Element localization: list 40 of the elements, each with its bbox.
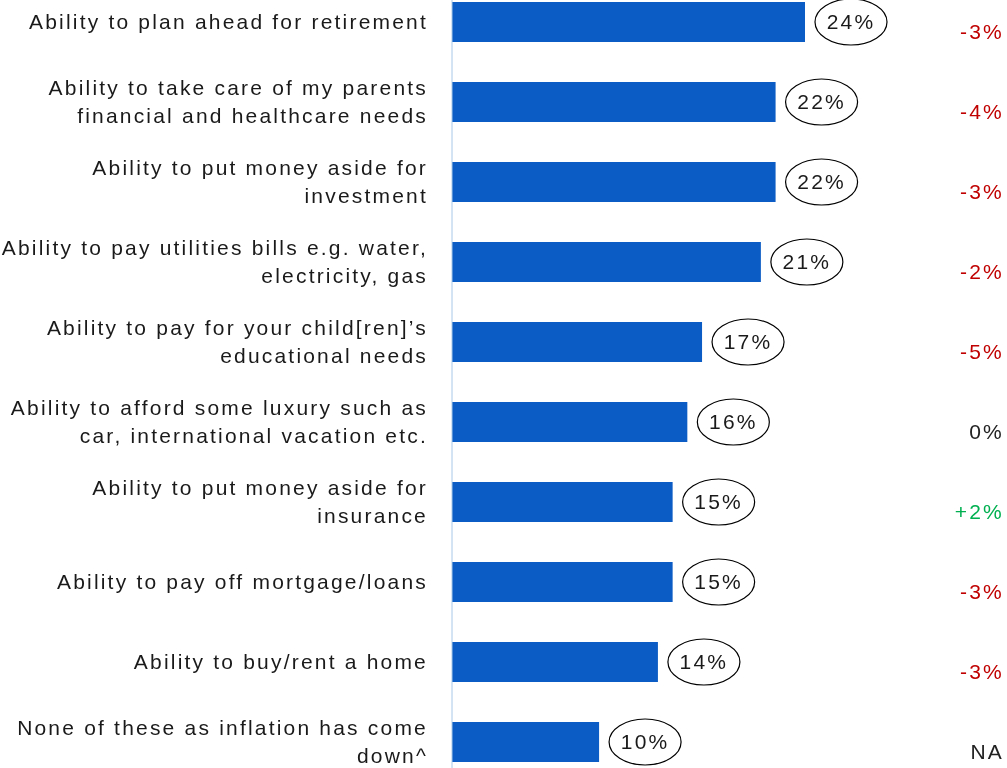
bar: [452, 402, 688, 442]
y-tick-label: Ability to afford some luxury such as car, international vacation etc.: [10, 396, 428, 448]
text: +2%: [954, 500, 1004, 524]
text: -4%: [960, 100, 1004, 124]
bar: [452, 82, 776, 122]
data-label: 15%: [694, 490, 743, 514]
data-label: 22%: [797, 170, 846, 194]
y-tick-label: Ability to put money aside for insurance: [92, 476, 428, 528]
data-label: 24%: [826, 10, 876, 34]
y-tick-label: Ability to put money aside for investment: [92, 156, 428, 208]
y-tick-label: Ability to pay off mortgage/loans: [56, 570, 428, 594]
bar: [452, 322, 703, 362]
y-tick-label: Ability to take care of my parents financial and healthcare needs: [48, 76, 428, 128]
text: -3%: [960, 20, 1004, 44]
bar: [452, 2, 805, 42]
bar: [452, 482, 673, 522]
bar: [452, 722, 600, 762]
text: -3%: [960, 580, 1004, 604]
bar: [452, 162, 776, 202]
y-tick-label: Ability to pay for your child[ren]’s educational needs: [46, 316, 428, 368]
bar: [452, 642, 658, 682]
bar: [452, 242, 761, 282]
text: -3%: [960, 660, 1004, 684]
y-tick-label: None of these as inflation has come down^: [17, 716, 428, 768]
data-label: 14%: [679, 650, 729, 674]
data-label: 10%: [620, 730, 670, 754]
text: -2%: [960, 260, 1004, 284]
bar: [452, 562, 673, 602]
data-label: 22%: [797, 90, 846, 114]
text: NA: [970, 740, 1004, 764]
y-tick-label: Ability to pay utilities bills e.g. water, electricity, gas: [1, 236, 428, 288]
y-tick-label: Ability to buy/rent a home: [133, 650, 428, 674]
text: -3%: [960, 180, 1004, 204]
y-tick-label: Ability to plan ahead for retirement: [28, 10, 428, 34]
text: -5%: [960, 340, 1004, 364]
data-label: 15%: [694, 570, 743, 594]
data-label: 17%: [723, 330, 773, 354]
data-label: 16%: [709, 410, 758, 434]
text: 0%: [969, 420, 1004, 444]
data-label: 21%: [782, 250, 832, 274]
